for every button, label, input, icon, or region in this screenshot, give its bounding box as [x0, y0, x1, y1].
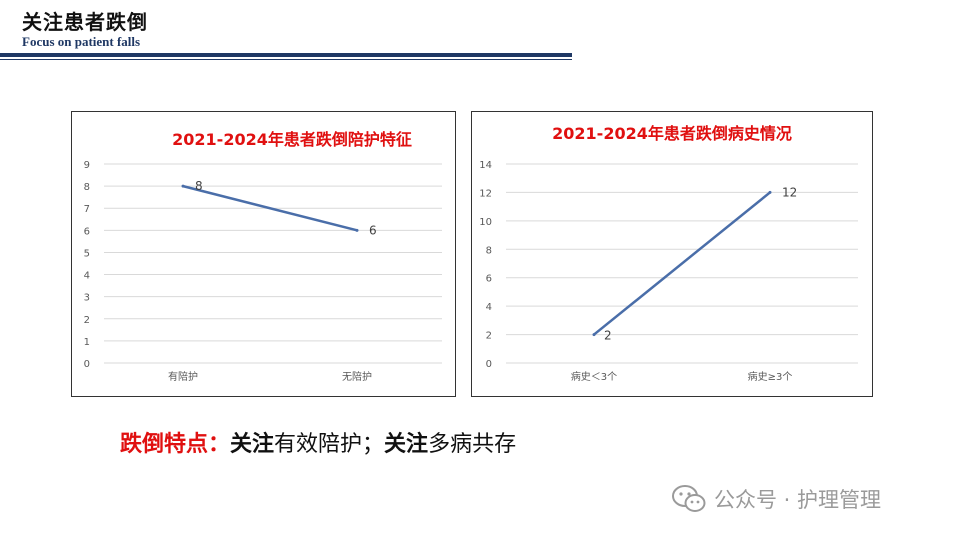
x-category-label: 病史≥3个 — [748, 370, 793, 383]
y-tick-label: 8 — [486, 245, 492, 256]
y-tick-label: 6 — [84, 226, 90, 237]
data-label: 6 — [369, 223, 377, 237]
caption-emphasis-2: 关注 — [384, 432, 429, 457]
y-tick-label: 2 — [84, 315, 90, 326]
y-tick-label: 2 — [486, 331, 492, 342]
y-tick-label: 9 — [84, 160, 90, 171]
x-category-label: 病史＜3个 — [571, 370, 617, 383]
y-tick-label: 4 — [84, 271, 90, 282]
watermark-text: 公众号 · 护理管理 — [714, 488, 882, 512]
title-rule — [0, 53, 572, 57]
data-point — [768, 190, 772, 194]
y-tick-label: 8 — [84, 182, 90, 193]
title-rule-thin — [0, 59, 572, 60]
chart-title: 2021-2024年患者跌倒陪护特征 — [172, 130, 412, 149]
page-subtitle: Focus on patient falls — [22, 34, 141, 49]
y-tick-label: 1 — [84, 337, 90, 348]
chart-title: 2021-2024年患者跌倒病史情况 — [552, 124, 792, 143]
y-tick-label: 6 — [486, 274, 492, 285]
caption-prefix: 跌倒特点： — [120, 432, 231, 457]
watermark: 公众号 · 护理管理 — [672, 484, 881, 514]
data-point — [592, 333, 596, 337]
data-label: 2 — [604, 329, 612, 343]
x-category-label: 无陪护 — [342, 370, 372, 383]
data-point — [355, 228, 359, 232]
y-tick-label: 0 — [84, 359, 90, 370]
y-tick-label: 5 — [84, 248, 90, 259]
chart-history: 2021-2024年患者跌倒病史情况 0 2 4 6 8 10 12 14 病史＜3个 病史≥3个 2… — [479, 124, 858, 383]
wechat-icon — [672, 485, 706, 512]
caption-text-1: 有效陪护； — [274, 432, 385, 457]
caption: 跌倒特点：关注有效陪护；关注多病共存 — [120, 426, 516, 458]
y-tick-label: 3 — [84, 293, 90, 304]
series-line — [593, 191, 771, 336]
caption-emphasis-1: 关注 — [230, 432, 275, 457]
chart-panel-accompany: 2021-2024年患者跌倒陪护特征 0 1 2 3 4 5 6 7 8 9 有陪护 无陪护 8 6 — [71, 111, 456, 397]
chart-panel-history: 2021-2024年患者跌倒病史情况 0 2 4 6 8 10 12 14 病史＜3个 病史≥3个 2… — [471, 111, 873, 397]
y-tick-label: 0 — [486, 359, 492, 370]
data-label: 8 — [195, 179, 203, 193]
y-tick-label: 14 — [479, 160, 492, 171]
data-label: 12 — [782, 185, 797, 199]
y-tick-label: 12 — [479, 188, 492, 199]
chart-accompany: 2021-2024年患者跌倒陪护特征 0 1 2 3 4 5 6 7 8 9 有陪护 无陪护 8 6 — [84, 130, 442, 383]
caption-text-2: 多病共存 — [428, 432, 517, 457]
x-category-label: 有陪护 — [168, 370, 198, 383]
y-tick-label: 4 — [486, 302, 492, 313]
page-title: 关注患者跌倒 — [22, 10, 148, 34]
data-point — [181, 184, 185, 188]
series-line — [182, 184, 358, 232]
y-tick-label: 10 — [479, 217, 492, 228]
y-tick-label: 7 — [84, 204, 90, 215]
